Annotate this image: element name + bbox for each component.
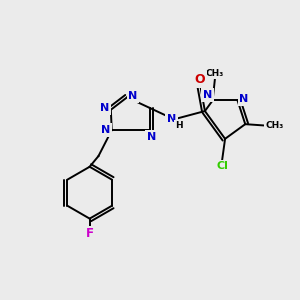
Text: Cl: Cl bbox=[216, 161, 228, 172]
Text: N: N bbox=[167, 114, 176, 124]
Text: H: H bbox=[176, 121, 183, 130]
Text: O: O bbox=[195, 73, 205, 86]
Text: CH₃: CH₃ bbox=[206, 69, 224, 78]
Text: CH₃: CH₃ bbox=[266, 121, 284, 130]
Text: N: N bbox=[100, 125, 110, 135]
Text: N: N bbox=[100, 103, 109, 113]
Text: N: N bbox=[128, 91, 137, 101]
Text: F: F bbox=[85, 227, 94, 240]
Text: N: N bbox=[239, 94, 249, 104]
Text: N: N bbox=[203, 90, 212, 100]
Text: N: N bbox=[147, 132, 156, 142]
